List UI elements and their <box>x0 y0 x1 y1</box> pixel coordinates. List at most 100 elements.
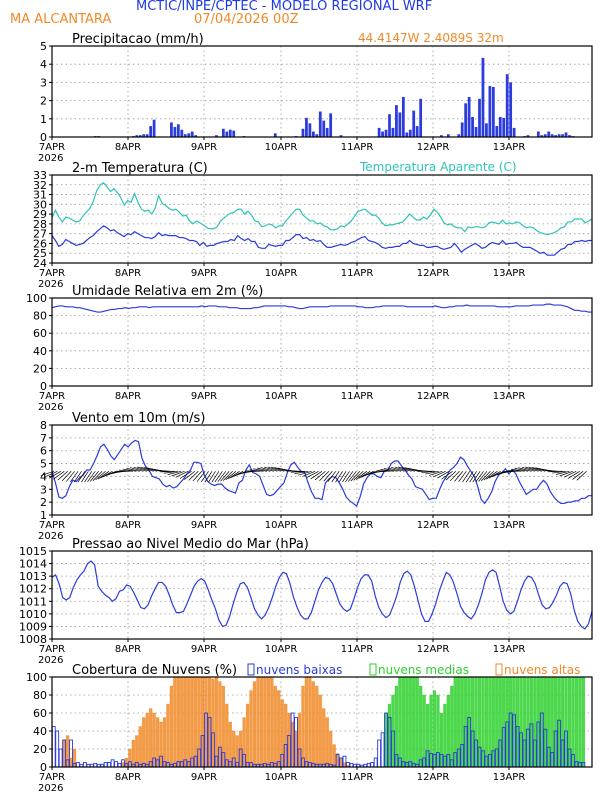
precip-bar <box>145 134 149 137</box>
wind-arrow <box>214 471 223 483</box>
precip-bar <box>301 128 305 137</box>
x-tick-label: 10APR <box>265 391 298 402</box>
wind-arrow <box>450 471 460 482</box>
cloud-bar-baixas <box>58 748 63 768</box>
cloud-bar-altas <box>322 708 326 768</box>
panel-wind <box>40 424 593 518</box>
wind-arrow <box>156 470 171 472</box>
precip-bar <box>329 113 333 137</box>
x-tick-label: 8APR <box>115 142 141 153</box>
y-tick-label: 40 <box>33 725 47 738</box>
cloud-bar-medias <box>571 676 575 768</box>
wind-arrow <box>475 471 484 483</box>
precip-bar <box>170 122 173 137</box>
precip-bar <box>550 134 554 137</box>
cloud-bar-altas <box>166 703 170 768</box>
wind-arrow <box>200 471 209 483</box>
wind-arrow <box>192 471 203 482</box>
cloud-bar-medias <box>405 676 409 768</box>
wind-arrow <box>314 471 326 481</box>
y-tick-label: 3 <box>40 483 47 496</box>
wind-arrow <box>576 471 587 481</box>
precip-bar <box>339 135 343 137</box>
panel-title: Precipitacao (mm/h) <box>72 32 204 47</box>
x-year-label: 2026 <box>38 153 63 164</box>
wind-arrow <box>465 471 474 483</box>
y-tick-label: 28 <box>33 218 47 231</box>
legend-swatch-0 <box>247 663 255 676</box>
precip-bar <box>568 135 571 137</box>
precip-bar <box>318 111 322 137</box>
y-tick-label: 100 <box>26 292 47 305</box>
precip-bar <box>173 126 177 137</box>
wind-arrow <box>222 471 233 481</box>
wind-arrow <box>92 471 103 482</box>
x-tick-label: 9APR <box>191 520 217 531</box>
x-tick-label: 7APR <box>39 520 65 531</box>
panel-title: Umidade Relativa em 2m (%) <box>72 284 263 299</box>
wind-arrow <box>211 471 220 483</box>
cloud-bar-altas <box>194 676 198 768</box>
cloud-bar-baixas <box>370 762 375 768</box>
cloud-bar-altas <box>301 685 305 768</box>
precip-bar <box>135 135 139 137</box>
cloud-bar-altas <box>318 694 322 768</box>
precip-bar <box>481 57 485 137</box>
legend-label-1: nuvens medias <box>378 663 469 677</box>
precip-bar <box>502 117 506 137</box>
wind-arrow <box>267 466 281 472</box>
precip-bar <box>152 119 156 137</box>
x-tick-label: 10APR <box>265 268 298 279</box>
wind-arrow <box>421 470 436 474</box>
x-tick-label: 10APR <box>265 142 298 153</box>
cloud-bar-altas <box>270 676 274 768</box>
y-tick-label: 3 <box>40 76 47 89</box>
cloud-bar-altas <box>263 676 267 768</box>
cloud-bar-baixas <box>82 762 87 768</box>
precip-bar <box>381 131 384 137</box>
x-tick-label: 11APR <box>341 520 374 531</box>
cloud-bar-altas <box>273 685 277 768</box>
precip-bar <box>405 132 409 137</box>
x-tick-label: 12APR <box>417 772 450 783</box>
wind-arrow <box>507 469 522 472</box>
precip-bar <box>512 127 516 137</box>
y-tick-label: 29 <box>33 208 47 221</box>
wind-arrow <box>358 470 371 479</box>
x-year-label: 2026 <box>38 402 63 413</box>
cloud-bar-medias <box>488 676 492 768</box>
y-tick-label: 40 <box>33 345 47 358</box>
precip-bar <box>554 135 558 137</box>
precip-bar <box>543 134 547 137</box>
y-tick-label: 1015 <box>19 545 47 558</box>
cloud-bar-medias <box>419 685 423 768</box>
y-tick-label: 1009 <box>19 620 47 633</box>
cloud-bar-baixas <box>380 732 385 768</box>
cloud-bar-baixas <box>76 762 80 768</box>
x-tick-label: 10APR <box>265 772 298 783</box>
cloud-bar-altas <box>190 676 194 768</box>
y-tick-label: 4 <box>40 58 47 71</box>
wind-arrow <box>480 471 491 482</box>
wind-arrow <box>319 471 330 481</box>
x-tick-label: 11APR <box>341 772 374 783</box>
x-tick-label: 11APR <box>341 142 374 153</box>
panel-title: Pressao ao Nivel Medio do Mar (hPa) <box>72 537 309 552</box>
cloud-bar-altas <box>183 676 187 768</box>
cloud-bar-baixas <box>377 739 382 768</box>
wind-arrow <box>44 470 58 478</box>
chart-header: MCTIC/INPE/CPTEC - MODELO REGIONAL WRF M… <box>0 0 612 32</box>
y-tick-label: 100 <box>26 671 47 684</box>
precip-bar <box>149 126 153 137</box>
x-tick-label: 9APR <box>191 268 217 279</box>
wind-arrow <box>225 471 237 481</box>
cloud-bar-altas <box>304 676 309 768</box>
precip-bar <box>187 133 191 137</box>
precip-bar <box>221 128 225 137</box>
cloud-bar-altas <box>180 676 184 768</box>
panel-cloud <box>49 676 593 770</box>
precip-bar <box>446 134 450 137</box>
x-tick-label: 13APR <box>493 644 526 655</box>
x-tick-label: 11APR <box>341 391 374 402</box>
x-tick-label: 13APR <box>493 391 526 402</box>
